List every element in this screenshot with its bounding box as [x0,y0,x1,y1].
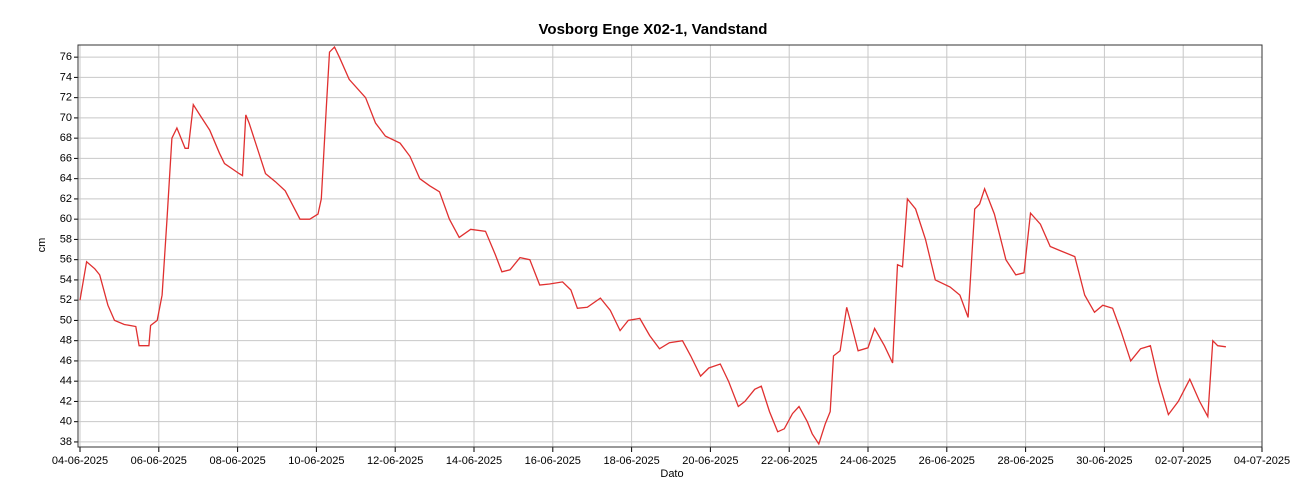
x-tick-label: 24-06-2025 [840,455,896,467]
y-tick-label: 58 [60,233,72,245]
y-tick-label: 72 [60,92,72,104]
chart-title: Vosborg Enge X02-1, Vandstand [539,21,768,38]
x-axis-label: Dato [660,468,683,480]
x-tick-label: 22-06-2025 [761,455,817,467]
x-tick-label: 06-06-2025 [131,455,187,467]
y-tick-label: 48 [60,335,72,347]
x-tick-label: 12-06-2025 [367,455,423,467]
y-axis-label: cm [36,238,48,253]
y-tick-label: 74 [60,71,72,83]
x-tick-label: 04-07-2025 [1234,455,1290,467]
y-tick-label: 70 [60,112,72,124]
x-tick-label: 04-06-2025 [52,455,108,467]
x-tick-label: 18-06-2025 [603,455,659,467]
y-tick-label: 76 [60,51,72,63]
plot-border [77,44,1263,448]
y-tick-label: 52 [60,294,72,306]
x-tick-label: 20-06-2025 [682,455,738,467]
y-tick-label: 56 [60,254,72,266]
y-tick-label: 64 [60,173,72,185]
x-tick-label: 08-06-2025 [209,455,265,467]
x-tick-label: 30-06-2025 [1076,455,1132,467]
x-tick-label: 02-07-2025 [1155,455,1211,467]
y-tick-label: 50 [60,314,72,326]
x-tick-label: 14-06-2025 [446,455,502,467]
plot-area [78,45,1262,447]
y-tick-label: 42 [60,395,72,407]
x-tick-label: 16-06-2025 [525,455,581,467]
y-tick-label: 40 [60,416,72,428]
y-tick-label: 68 [60,132,72,144]
y-tick-label: 60 [60,213,72,225]
y-tick-label: 44 [60,375,72,387]
x-tick-label: 26-06-2025 [919,455,975,467]
y-tick-label: 38 [60,436,72,448]
y-tick-label: 66 [60,152,72,164]
y-tick-label: 46 [60,355,72,367]
y-tick-label: 54 [60,274,72,286]
x-tick-label: 10-06-2025 [288,455,344,467]
data-line [79,45,1226,446]
y-tick-label: 62 [60,193,72,205]
x-tick-label: 28-06-2025 [997,455,1053,467]
